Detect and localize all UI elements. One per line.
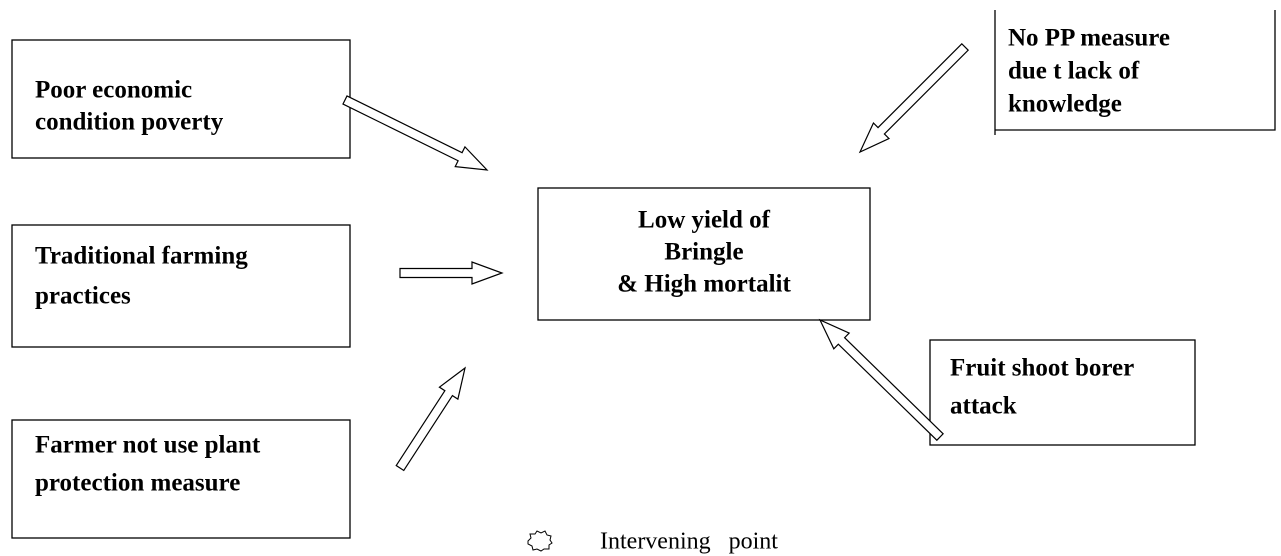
node-label: & High mortalit	[617, 271, 791, 298]
arrow	[342, 95, 489, 171]
node-label: No PP measure	[1008, 25, 1170, 52]
node-label: knowledge	[1008, 91, 1122, 118]
node-label: protection measure	[35, 470, 240, 497]
legend-icon	[527, 530, 553, 552]
node-label: Farmer not use plant	[35, 432, 261, 459]
node-box	[11, 419, 351, 539]
node-label: practices	[35, 283, 131, 310]
arrow	[399, 261, 504, 285]
arrow	[858, 42, 970, 154]
node-label: Fruit shoot borer	[950, 355, 1134, 382]
node-label: due t lack of	[1008, 58, 1140, 85]
node-label: Traditional farming	[35, 243, 248, 270]
node-box	[929, 339, 1196, 446]
legend-label: Intervening point	[600, 529, 778, 555]
node-label: Poor economic	[35, 77, 192, 104]
arrow	[395, 366, 466, 472]
node-box	[537, 187, 871, 321]
node-label: Bringle	[664, 239, 743, 266]
arrow	[818, 318, 944, 442]
node-label: attack	[950, 393, 1017, 420]
node-box	[11, 39, 351, 159]
node-label: condition poverty	[35, 109, 224, 136]
node-box	[11, 224, 351, 348]
node-box	[994, 10, 1276, 135]
node-label: Low yield of	[638, 207, 771, 234]
